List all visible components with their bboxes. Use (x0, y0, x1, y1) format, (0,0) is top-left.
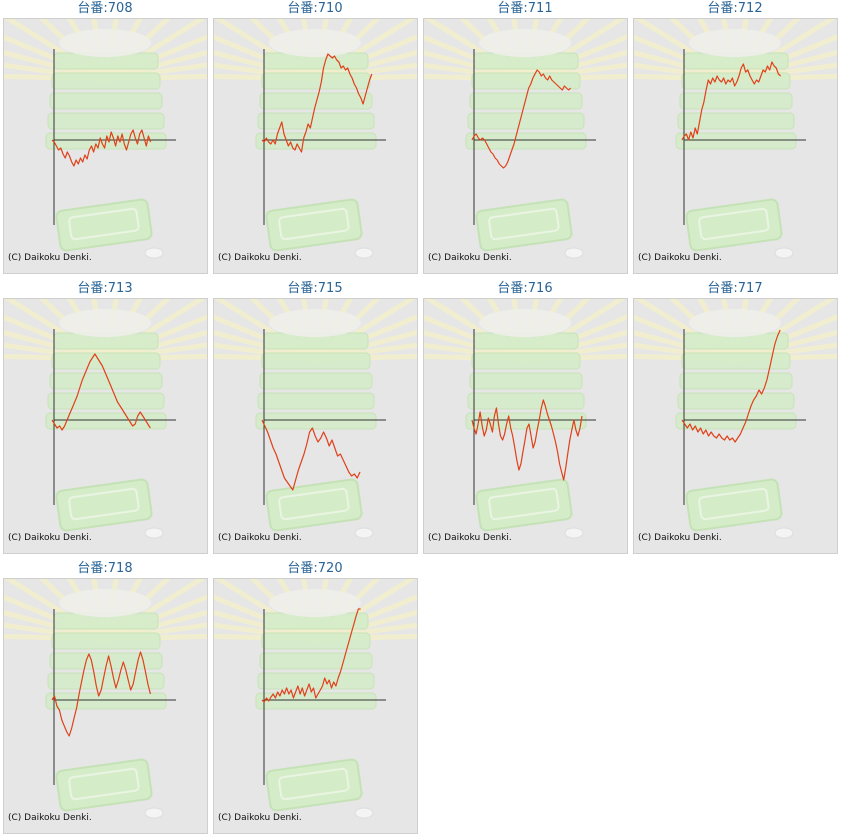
line-chart (4, 19, 207, 259)
background-art (634, 19, 837, 259)
chart-frame: (C) Daikoku Denki. (3, 298, 208, 554)
chart-frame: (C) Daikoku Denki. (3, 578, 208, 834)
chart-panel: 台番:715 (C) Daikoku Denki. (210, 280, 420, 560)
background-art (214, 579, 417, 819)
copyright-label: (C) Daikoku Denki. (8, 533, 92, 543)
chart-title[interactable]: 台番:718 (77, 561, 133, 576)
chart-panel: 台番:718 (C) Daikoku Denki. (0, 560, 210, 840)
data-series-line (471, 399, 583, 481)
data-series-line (51, 129, 152, 167)
chart-title[interactable]: 台番:715 (287, 281, 343, 296)
copyright-label: (C) Daikoku Denki. (428, 533, 512, 543)
chart-frame: (C) Daikoku Denki. (423, 18, 628, 274)
line-chart (4, 579, 207, 819)
background-art (424, 299, 627, 539)
data-series-line (261, 53, 373, 153)
copyright-label: (C) Daikoku Denki. (218, 253, 302, 263)
chart-frame: (C) Daikoku Denki. (633, 298, 838, 554)
chart-title[interactable]: 台番:711 (497, 1, 553, 16)
data-series-line (51, 651, 151, 737)
data-series-line (261, 419, 361, 491)
chart-frame: (C) Daikoku Denki. (423, 298, 628, 554)
line-chart (424, 19, 627, 259)
line-chart (424, 299, 627, 539)
chart-panel: 台番:713 (C) Daikoku Denki. (0, 280, 210, 560)
chart-panel: 台番:716 (C) Daikoku Denki. (420, 280, 630, 560)
background-art (634, 299, 837, 539)
chart-title[interactable]: 台番:720 (287, 561, 343, 576)
chart-panel: 台番:708 (C) Daikoku Denki. (0, 0, 210, 280)
data-series-line (261, 608, 361, 703)
copyright-label: (C) Daikoku Denki. (428, 253, 512, 263)
chart-frame: (C) Daikoku Denki. (213, 578, 418, 834)
data-series-line (51, 353, 151, 431)
chart-panel: 台番:720 (C) Daikoku Denki. (210, 560, 420, 840)
chart-frame: (C) Daikoku Denki. (3, 18, 208, 274)
background-art (4, 299, 207, 539)
background-art (4, 19, 207, 259)
data-series-line (681, 329, 781, 443)
background-art (4, 579, 207, 819)
data-series-line (471, 69, 572, 169)
line-chart (214, 579, 417, 819)
line-chart (4, 299, 207, 539)
chart-panel: 台番:711 (C) Daikoku Denki. (420, 0, 630, 280)
copyright-label: (C) Daikoku Denki. (218, 813, 302, 823)
copyright-label: (C) Daikoku Denki. (8, 813, 92, 823)
line-chart (214, 19, 417, 259)
chart-title[interactable]: 台番:717 (707, 281, 763, 296)
chart-frame: (C) Daikoku Denki. (633, 18, 838, 274)
line-chart (214, 299, 417, 539)
copyright-label: (C) Daikoku Denki. (8, 253, 92, 263)
chart-title[interactable]: 台番:716 (497, 281, 553, 296)
chart-panel: 台番:717 (C) Daikoku Denki. (630, 280, 840, 560)
chart-title[interactable]: 台番:708 (77, 1, 133, 16)
data-series-line (681, 61, 782, 141)
background-art (424, 19, 627, 259)
chart-title[interactable]: 台番:713 (77, 281, 133, 296)
copyright-label: (C) Daikoku Denki. (638, 253, 722, 263)
line-chart (634, 19, 837, 259)
chart-frame: (C) Daikoku Denki. (213, 298, 418, 554)
copyright-label: (C) Daikoku Denki. (638, 533, 722, 543)
chart-frame: (C) Daikoku Denki. (213, 18, 418, 274)
copyright-label: (C) Daikoku Denki. (218, 533, 302, 543)
line-chart (634, 299, 837, 539)
chart-title[interactable]: 台番:710 (287, 1, 343, 16)
chart-panel: 台番:710 (C) Daikoku Denki. (210, 0, 420, 280)
background-art (214, 19, 417, 259)
chart-title[interactable]: 台番:712 (707, 1, 763, 16)
chart-panel: 台番:712 (C) Daikoku Denki. (630, 0, 840, 280)
background-art (214, 299, 417, 539)
